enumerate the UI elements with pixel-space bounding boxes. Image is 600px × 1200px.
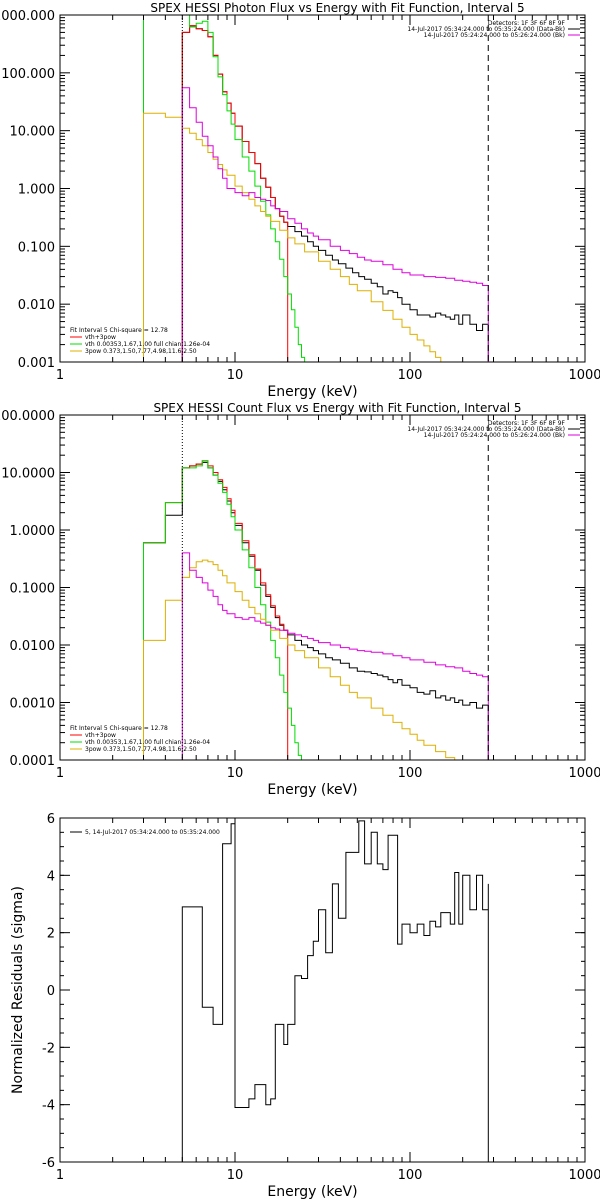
series-residuals: [181, 820, 489, 1162]
x-tick-label: 1000: [568, 1168, 600, 1183]
y-tick-label: -4: [42, 1099, 55, 1114]
x-axis-label: Energy (keV): [267, 1184, 357, 1200]
legend-top-left: 5, 14-Jul-2017 05:34:24.000 to 05:35:24.…: [70, 829, 220, 836]
x-tick-label: 10: [227, 1168, 244, 1183]
series-vth: [143, 15, 306, 362]
legend-top-right-entry: 14-Jul-2017 05:34:24.000 to 05:35:24.000…: [407, 426, 565, 433]
y-tick-label: 0.001: [18, 356, 55, 371]
y-tick-label: 1000.000: [0, 9, 55, 24]
y-tick-label: 2: [47, 927, 55, 942]
legend-bottom-left: Fit Interval 5 Chi-square = 12.78vth+3po…: [70, 725, 210, 753]
x-axis-label: Energy (keV): [267, 384, 357, 400]
legend-entry: 3pow 0.373,1.50,7.77,4.98,11.6,2.50: [85, 746, 197, 753]
y-tick-label: 100.000: [1, 67, 55, 82]
series-vth-3pow: [181, 25, 289, 362]
legend-entry: vth 0.00353,1.67,1.00 full chian 1.26e-0…: [85, 739, 210, 746]
chart-title: SPEX HESSI Count Flux vs Energy with Fit…: [153, 401, 521, 415]
y-tick-label: 0.0010: [10, 697, 56, 712]
x-tick-label: 100: [398, 368, 423, 383]
series-bk: [181, 87, 489, 362]
legend-top-right-entry: 14-Jul-2017 05:24:24.000 to 05:26:24.000…: [424, 32, 565, 39]
legend-bottom-left: Fit Interval 5 Chi-square = 12.78vth+3po…: [70, 327, 210, 355]
chart-count: SPEX HESSI Count Flux vs Energy with Fit…: [0, 401, 600, 798]
series-group: [143, 15, 489, 362]
x-axis-label: Energy (keV): [267, 782, 357, 798]
legend-entry: 3pow 0.373,1.50,7.77,4.98,11.6,2.50: [85, 348, 197, 355]
x-tick-label: 1: [56, 368, 64, 383]
series-bk: [181, 552, 489, 760]
legend-entry: vth 0.00353,1.67,1.00 full chian 1.26e-0…: [85, 341, 210, 348]
series-group: [143, 460, 489, 760]
y-tick-label: 0: [47, 984, 55, 999]
y-tick-label: 4: [47, 869, 55, 884]
y-tick-label: 6: [47, 812, 55, 827]
x-tick-label: 1000: [568, 368, 600, 383]
legend-top-right-entry: 14-Jul-2017 05:24:24.000 to 05:26:24.000…: [424, 432, 565, 439]
chart-photon: SPEX HESSI Photon Flux vs Energy with Fi…: [0, 1, 600, 400]
y-tick-label: 1.000: [18, 183, 55, 198]
series-3pow: [143, 559, 463, 760]
y-tick-label: 10.0000: [1, 467, 55, 482]
series-data-bk: [181, 25, 489, 362]
x-tick-label: 10: [227, 368, 244, 383]
x-tick-label: 1: [56, 766, 64, 781]
y-tick-label: 1.0000: [10, 524, 56, 539]
y-tick-label: -2: [42, 1041, 55, 1056]
series-vth: [143, 460, 305, 760]
y-tick-label: 0.010: [18, 298, 55, 313]
y-tick-label: 0.1000: [10, 582, 56, 597]
legend-header: Fit Interval 5 Chi-square = 12.78: [70, 327, 168, 334]
series-3pow: [143, 112, 446, 362]
y-tick-label: 0.0001: [10, 754, 56, 769]
legend-top-right-entry: Detectors: 1F 3F 6F 8F 9F: [488, 20, 566, 27]
plot-frame: [59, 14, 586, 363]
y-tick-label: 0.0100: [10, 639, 56, 654]
series-group: [181, 820, 489, 1162]
chart-title: SPEX HESSI Photon Flux vs Energy with Fi…: [150, 1, 524, 15]
legend-top-right-entry: Detectors: 1F 3F 6F 8F 9F: [488, 420, 566, 427]
x-tick-label: 1000: [568, 766, 600, 781]
legend-entry: vth+3pow: [85, 334, 116, 341]
x-tick-label: 1: [56, 1168, 64, 1183]
y-tick-label: -6: [42, 1156, 55, 1171]
x-tick-label: 100: [398, 1168, 423, 1183]
legend-header: Fit Interval 5 Chi-square = 12.78: [70, 725, 168, 732]
legend-entry: vth+3pow: [85, 732, 116, 739]
y-tick-label: 100.0000: [0, 409, 55, 424]
plot-frame: [59, 817, 586, 1163]
y-axis-label: Normalized Residuals (sigma): [10, 886, 26, 1094]
x-tick-label: 100: [398, 766, 423, 781]
plot-frame: [59, 414, 586, 761]
series-data-bk: [143, 461, 489, 760]
chart-residuals: 1 10 100 1000 -6 -4 -2 0 2 4 6 Energy (keV) Normaliz…: [10, 812, 600, 1200]
legend-entry: 5, 14-Jul-2017 05:34:24.000 to 05:35:24.…: [85, 829, 220, 836]
y-tick-label: 10.000: [10, 125, 56, 140]
x-tick-label: 10: [227, 766, 244, 781]
legend-top-right-entry: 14-Jul-2017 05:34:24.000 to 05:35:24.000…: [407, 26, 565, 33]
y-tick-label: 0.100: [18, 240, 55, 255]
